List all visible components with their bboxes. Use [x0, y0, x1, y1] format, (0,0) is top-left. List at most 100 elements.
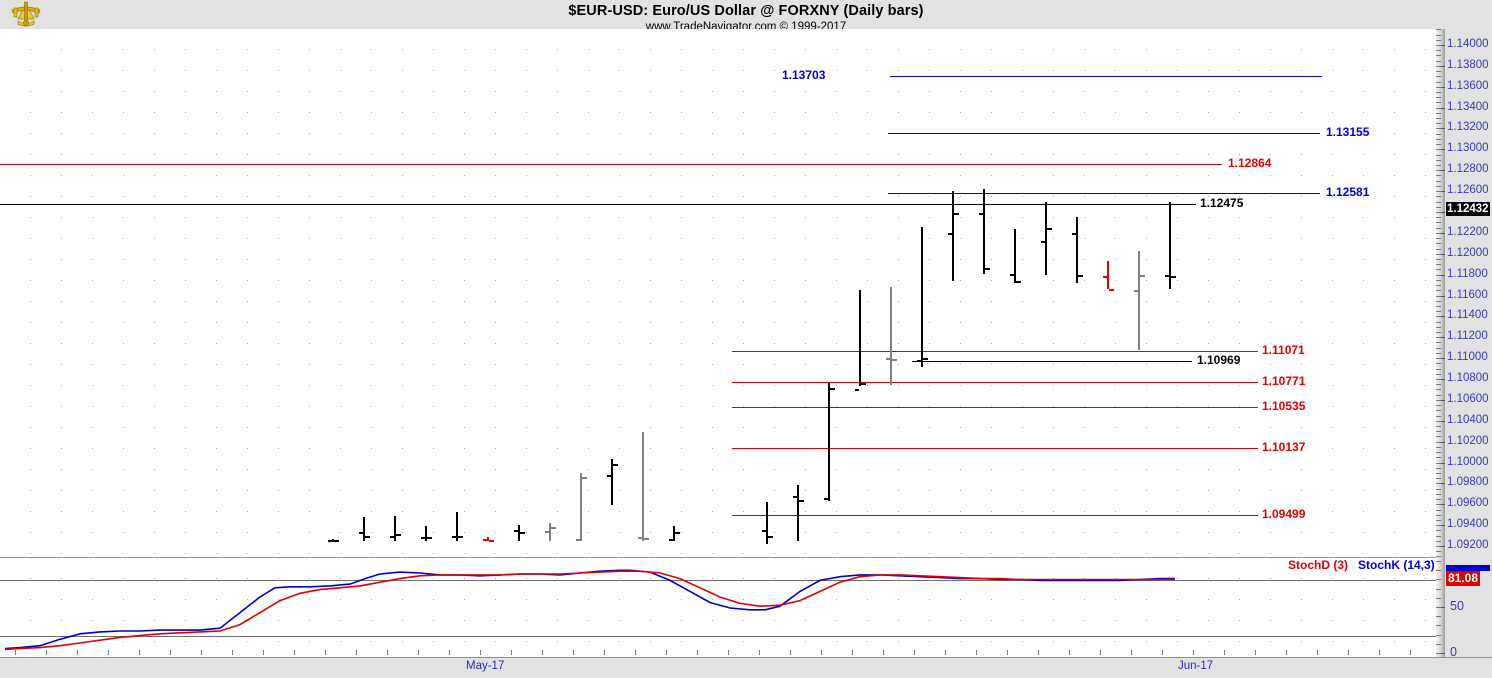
date-tick: [294, 650, 295, 655]
price-minor-tick: [1436, 82, 1441, 83]
price-minor-tick: [1436, 249, 1441, 250]
price-level-line: [0, 204, 1196, 205]
stoch-minor-tick: [1436, 570, 1441, 571]
date-tick: [325, 650, 326, 655]
ohlc-bar: [1165, 29, 1176, 557]
price-level-label: 1.10535: [1262, 399, 1306, 413]
date-tick: [1410, 650, 1411, 655]
price-minor-tick: [1436, 254, 1441, 255]
stoch-tick-label: 0: [1450, 645, 1457, 659]
stoch-tick-label: 50: [1450, 599, 1464, 613]
stoch-minor-tick: [1436, 635, 1441, 636]
stoch-badge-cap: [1446, 565, 1490, 571]
price-minor-tick: [1436, 468, 1441, 469]
price-minor-tick: [1436, 222, 1441, 223]
price-minor-tick: [1436, 306, 1441, 307]
price-minor-tick: [1436, 165, 1441, 166]
date-tick: [201, 650, 202, 655]
price-tick-label: 1.10800: [1447, 372, 1489, 384]
price-minor-tick: [1436, 290, 1441, 291]
price-minor-tick: [1436, 128, 1441, 129]
price-level-line: [732, 351, 1258, 352]
price-level-line: [732, 448, 1258, 449]
date-tick: [759, 650, 760, 655]
date-label-jun: Jun-17: [1178, 660, 1214, 672]
price-minor-tick: [1436, 463, 1441, 464]
price-level-line: [888, 193, 1320, 194]
price-minor-tick: [1436, 426, 1441, 427]
price-tick-label: 1.10000: [1447, 456, 1489, 468]
price-minor-tick: [1436, 170, 1441, 171]
date-tick: [883, 650, 884, 655]
price-tick-label: 1.13600: [1447, 80, 1489, 92]
price-minor-tick: [1436, 228, 1441, 229]
date-tick: [790, 650, 791, 655]
price-minor-tick: [1436, 217, 1441, 218]
price-chart-pane[interactable]: 1.13703 1.13155 1.12864 1.12581 1.12475 1.110…: [0, 29, 1436, 558]
stoch-minor-tick: [1436, 616, 1441, 617]
price-minor-tick: [1436, 546, 1441, 547]
stochastic-axis[interactable]: 50 0 81.08: [1436, 557, 1492, 659]
date-tick: [108, 650, 109, 655]
price-tick-label: 1.13200: [1447, 121, 1489, 133]
price-minor-tick: [1436, 92, 1441, 93]
price-minor-tick: [1436, 520, 1441, 521]
price-minor-tick: [1436, 400, 1441, 401]
price-axis[interactable]: 1.14000 1.13800 1.13600 1.13400 1.13200 1.130…: [1436, 29, 1492, 557]
stochastic-pane[interactable]: StochD (3) StochK (14,3): [0, 557, 1436, 658]
date-tick: [1131, 650, 1132, 655]
stoch-d-legend: StochD (3): [1288, 558, 1348, 572]
price-tick-label: 1.13800: [1447, 59, 1489, 71]
price-minor-tick: [1436, 515, 1441, 516]
stoch-minor-tick: [1436, 579, 1441, 580]
ohlc-bar: [328, 29, 339, 557]
price-level-label: 1.10137: [1262, 440, 1306, 454]
price-minor-tick: [1436, 35, 1441, 36]
price-minor-tick: [1436, 478, 1441, 479]
price-minor-tick: [1436, 395, 1441, 396]
price-minor-tick: [1436, 71, 1441, 72]
price-tick-label: 1.12200: [1447, 226, 1489, 238]
price-minor-tick: [1436, 457, 1441, 458]
date-axis[interactable]: May-17 Jun-17: [0, 657, 1492, 678]
price-minor-tick: [1436, 134, 1441, 135]
price-minor-tick: [1436, 452, 1441, 453]
date-tick: [1100, 650, 1101, 655]
price-minor-tick: [1436, 421, 1441, 422]
date-tick: [449, 650, 450, 655]
ohlc-bar: [1041, 29, 1052, 557]
ohlc-bar: [669, 29, 680, 557]
price-axis-rail: [1436, 29, 1445, 557]
ohlc-bar: [638, 29, 649, 557]
ohlc-bar: [886, 29, 897, 557]
price-level-line: [0, 164, 1222, 165]
ohlc-bar: [483, 29, 494, 557]
price-minor-tick: [1436, 416, 1441, 417]
ohlc-bar: [1103, 29, 1114, 557]
price-minor-tick: [1436, 196, 1441, 197]
price-tick-label: 1.13400: [1447, 101, 1489, 113]
price-minor-tick: [1436, 144, 1441, 145]
date-tick: [542, 650, 543, 655]
price-minor-tick: [1436, 113, 1441, 114]
price-minor-tick: [1436, 50, 1441, 51]
price-minor-tick: [1436, 379, 1441, 380]
price-minor-tick: [1436, 332, 1441, 333]
price-minor-tick: [1436, 296, 1441, 297]
date-tick: [635, 650, 636, 655]
price-tick-label: 1.12000: [1447, 247, 1489, 259]
price-minor-tick: [1436, 238, 1441, 239]
date-tick: [976, 650, 977, 655]
price-minor-tick: [1436, 389, 1441, 390]
stoch-minor-tick: [1436, 607, 1441, 608]
price-minor-tick: [1436, 442, 1441, 443]
price-minor-tick: [1436, 311, 1441, 312]
date-tick: [139, 650, 140, 655]
price-level-label: 1.10969: [1197, 353, 1241, 367]
ohlc-bar: [917, 29, 928, 557]
price-minor-tick: [1436, 280, 1441, 281]
ohlc-bar: [514, 29, 525, 557]
stoch-k-legend: StochK (14,3): [1358, 558, 1435, 572]
price-minor-tick: [1436, 269, 1441, 270]
ohlc-bar: [452, 29, 463, 557]
